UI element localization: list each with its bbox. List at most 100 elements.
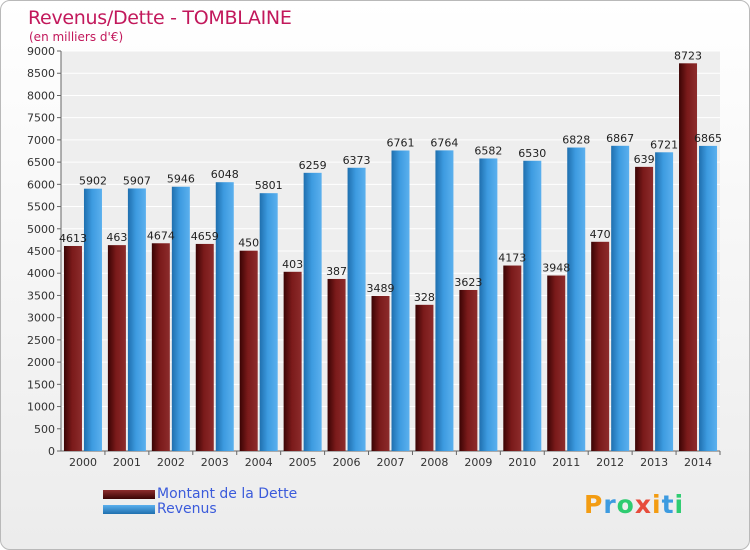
y-tick-label: 5000 <box>27 223 55 236</box>
x-tick-label-2003: 2003 <box>201 456 229 469</box>
x-tick-label-2008: 2008 <box>420 456 448 469</box>
bar-dette-2004 <box>239 250 258 451</box>
x-tick-label-2002: 2002 <box>157 456 185 469</box>
y-tick-label: 3000 <box>27 312 55 325</box>
value-label-dette-2010: 4173 <box>498 252 526 265</box>
x-tick-label-2010: 2010 <box>508 456 536 469</box>
logo-letter: i <box>674 490 685 519</box>
bar-revenus-2002 <box>171 186 190 451</box>
value-label-revenus-2009: 6582 <box>474 144 502 157</box>
proxiti-logo: Proxiti <box>584 490 684 519</box>
y-tick-label: 6000 <box>27 178 55 191</box>
bar-dette-2011 <box>547 275 566 451</box>
x-tick-label-2000: 2000 <box>69 456 97 469</box>
bar-revenus-2000 <box>83 188 102 451</box>
x-tick-label-2011: 2011 <box>552 456 580 469</box>
value-label-revenus-2008: 6764 <box>430 136 458 149</box>
bar-revenus-2005 <box>303 172 322 452</box>
value-label-dette-2003: 4659 <box>191 230 219 243</box>
value-label-dette-2001: 463 <box>106 231 127 244</box>
y-tick-label: 2500 <box>27 334 55 347</box>
value-label-revenus-2013: 6721 <box>650 138 678 151</box>
y-tick-label: 6500 <box>27 156 55 169</box>
bar-revenus-2009 <box>479 158 498 451</box>
bar-dette-2014 <box>679 63 698 452</box>
value-label-revenus-2004: 5801 <box>255 179 283 192</box>
value-label-dette-2012: 470 <box>590 228 611 241</box>
y-tick-label: 3500 <box>27 289 55 302</box>
x-tick-label-2012: 2012 <box>596 456 624 469</box>
bar-dette-2003 <box>195 243 214 451</box>
bar-dette-2007 <box>371 295 390 451</box>
logo-letter: r <box>603 490 617 519</box>
bar-revenus-2007 <box>391 150 410 451</box>
value-label-revenus-2014: 6865 <box>694 132 722 145</box>
bar-revenus-2003 <box>215 182 234 451</box>
value-label-dette-2005: 403 <box>282 258 303 271</box>
value-label-revenus-2003: 6048 <box>211 168 239 181</box>
bar-revenus-2012 <box>611 145 630 452</box>
bar-dette-2002 <box>151 243 170 451</box>
y-tick-label: 8500 <box>27 67 55 80</box>
logo-letter: x <box>634 490 652 519</box>
bar-dette-2006 <box>327 278 346 451</box>
value-label-revenus-2007: 6761 <box>387 137 415 150</box>
y-tick-label: 9000 <box>27 45 55 58</box>
bar-dette-2005 <box>283 271 302 451</box>
y-tick-label: 0 <box>48 445 55 458</box>
legend-swatch-dette <box>103 490 155 499</box>
bar-revenus-2013 <box>655 152 674 452</box>
y-tick-label: 8000 <box>27 89 55 102</box>
x-tick-label-2004: 2004 <box>245 456 273 469</box>
bar-revenus-2006 <box>347 167 366 451</box>
x-tick-label-2001: 2001 <box>113 456 141 469</box>
logo-letter: o <box>616 490 635 519</box>
y-tick-label: 4500 <box>27 245 55 258</box>
y-tick-label: 4000 <box>27 267 55 280</box>
x-tick-label-2005: 2005 <box>289 456 317 469</box>
value-label-dette-2014: 8723 <box>674 49 702 62</box>
bar-revenus-2014 <box>699 145 718 451</box>
y-tick-label: 2000 <box>27 356 55 369</box>
bar-revenus-2010 <box>523 160 542 451</box>
logo-letter: P <box>584 490 604 519</box>
value-label-revenus-2012: 6867 <box>606 132 634 145</box>
value-label-dette-2002: 4674 <box>147 229 175 242</box>
legend-label-dette: Montant de la Dette <box>157 486 298 502</box>
value-label-revenus-2010: 6530 <box>518 147 546 160</box>
value-label-dette-2011: 3948 <box>542 262 570 275</box>
bar-dette-2013 <box>635 166 654 451</box>
chart-title: Revenus/Dette - TOMBLAINE <box>28 7 292 29</box>
value-label-revenus-2011: 6828 <box>562 134 590 147</box>
y-tick-label: 5500 <box>27 201 55 214</box>
bar-revenus-2004 <box>259 193 278 451</box>
logo-letter: i <box>652 490 662 519</box>
x-tick-label-2006: 2006 <box>333 456 361 469</box>
value-label-revenus-2002: 5946 <box>167 173 195 186</box>
y-tick-label: 500 <box>34 423 55 436</box>
bar-dette-2008 <box>415 304 434 451</box>
chart-subtitle: (en milliers d'€) <box>29 30 124 44</box>
legend-swatch-revenus <box>103 505 155 514</box>
x-tick-label-2014: 2014 <box>684 456 712 469</box>
value-label-dette-2006: 387 <box>326 265 347 278</box>
value-label-dette-2013: 639 <box>634 153 655 166</box>
y-tick-label: 1500 <box>27 378 55 391</box>
x-tick-label-2007: 2007 <box>377 456 405 469</box>
y-tick-label: 7500 <box>27 112 55 125</box>
x-tick-label-2013: 2013 <box>640 456 668 469</box>
bar-dette-2000 <box>63 245 82 451</box>
value-label-dette-2000: 4613 <box>59 232 87 245</box>
value-label-dette-2004: 450 <box>238 237 259 250</box>
bar-revenus-2011 <box>567 147 586 452</box>
legend-label-revenus: Revenus <box>157 501 217 517</box>
y-tick-label: 7000 <box>27 134 55 147</box>
y-tick-label: 1000 <box>27 401 55 414</box>
value-label-dette-2007: 3489 <box>367 282 395 295</box>
bar-revenus-2008 <box>435 150 454 451</box>
value-label-dette-2008: 328 <box>414 291 435 304</box>
bar-dette-2001 <box>107 245 126 451</box>
logo-letter: t <box>661 490 675 519</box>
